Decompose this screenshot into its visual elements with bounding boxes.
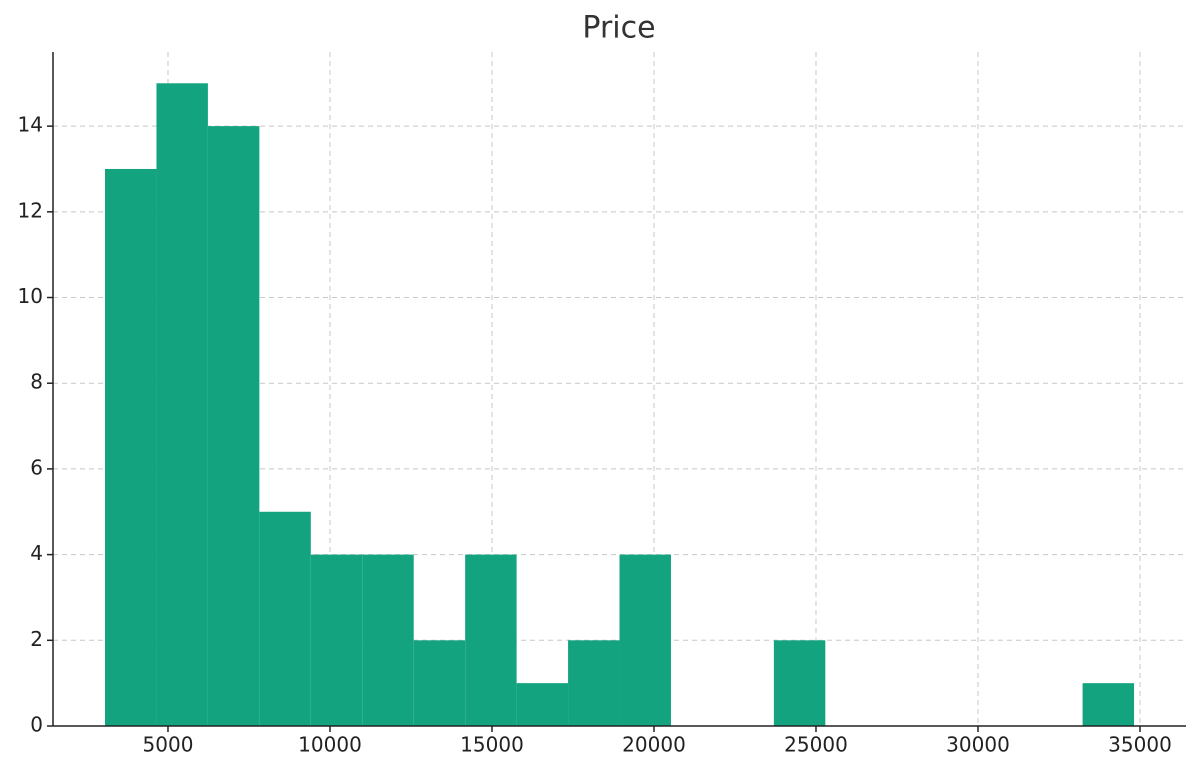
bar xyxy=(105,168,157,726)
x-tick-label: 15000 xyxy=(460,733,524,757)
x-tick-label: 20000 xyxy=(622,733,686,757)
x-tick-label: 10000 xyxy=(298,733,362,757)
y-tick-label: 2 xyxy=(30,627,43,651)
bar xyxy=(1082,683,1135,726)
bar xyxy=(465,554,517,726)
bar xyxy=(156,83,208,727)
y-tick-label: 8 xyxy=(30,370,43,394)
x-tick-label: 30000 xyxy=(946,733,1010,757)
bar xyxy=(207,126,260,727)
bar xyxy=(362,554,414,726)
y-tick-label: 6 xyxy=(30,455,43,479)
x-tick-label: 35000 xyxy=(1108,733,1172,757)
bar xyxy=(773,640,826,726)
bar xyxy=(568,640,620,726)
chart-title: Price xyxy=(582,11,655,46)
y-tick-label: 12 xyxy=(18,198,43,222)
bar xyxy=(516,683,569,726)
y-tick-label: 14 xyxy=(18,113,43,137)
y-tick-label: 4 xyxy=(30,541,43,565)
y-tick-label: 10 xyxy=(18,284,43,308)
y-tick-label: 0 xyxy=(30,713,43,737)
bar xyxy=(413,640,466,726)
x-tick-label: 25000 xyxy=(784,733,848,757)
x-tick-label: 5000 xyxy=(143,733,194,757)
bar xyxy=(259,511,311,726)
bar xyxy=(619,554,671,726)
bar xyxy=(310,554,363,726)
